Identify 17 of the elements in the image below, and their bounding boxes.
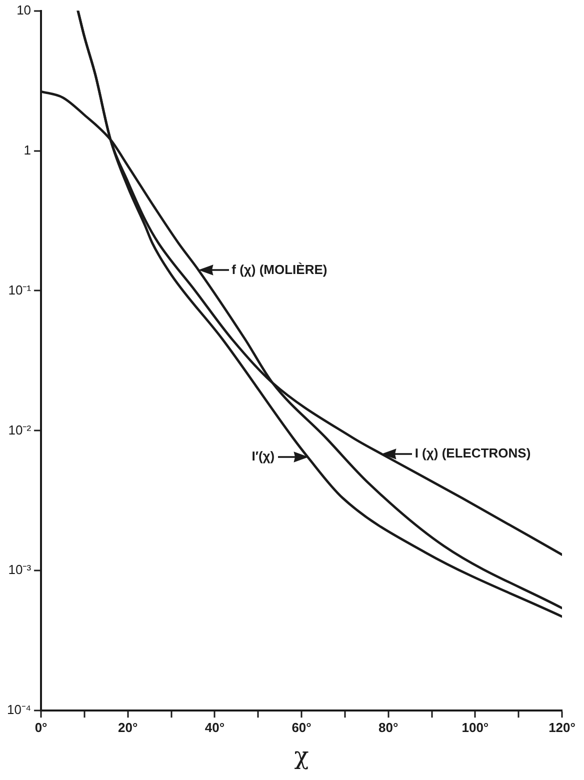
y-tick-label: 1 (24, 142, 32, 158)
x-tick-label: 120° (548, 720, 576, 735)
x-tick-label: 20° (118, 720, 138, 735)
x-tick-label: 100° (462, 720, 489, 735)
annotation: f (χ) (MOLIÈRE) (232, 262, 328, 277)
annotation: I (χ) (ELECTRONS) (414, 446, 531, 461)
y-tick-label: 10⁻² (8, 422, 32, 438)
y-tick-label: 10⁻¹ (8, 282, 32, 298)
x-tick-label: 0° (34, 720, 48, 735)
y-tick-label: 10⁻³ (8, 562, 32, 578)
x-tick-label: 60° (292, 720, 312, 735)
x-tick-label: 80° (378, 720, 398, 735)
annotation: I′(χ) (252, 448, 275, 464)
y-tick-label: 10⁻⁴ (7, 702, 32, 718)
x-tick-label: 40° (204, 720, 225, 735)
y-tick-label: 10 (16, 2, 32, 18)
x-axis-title: χ (294, 742, 310, 770)
